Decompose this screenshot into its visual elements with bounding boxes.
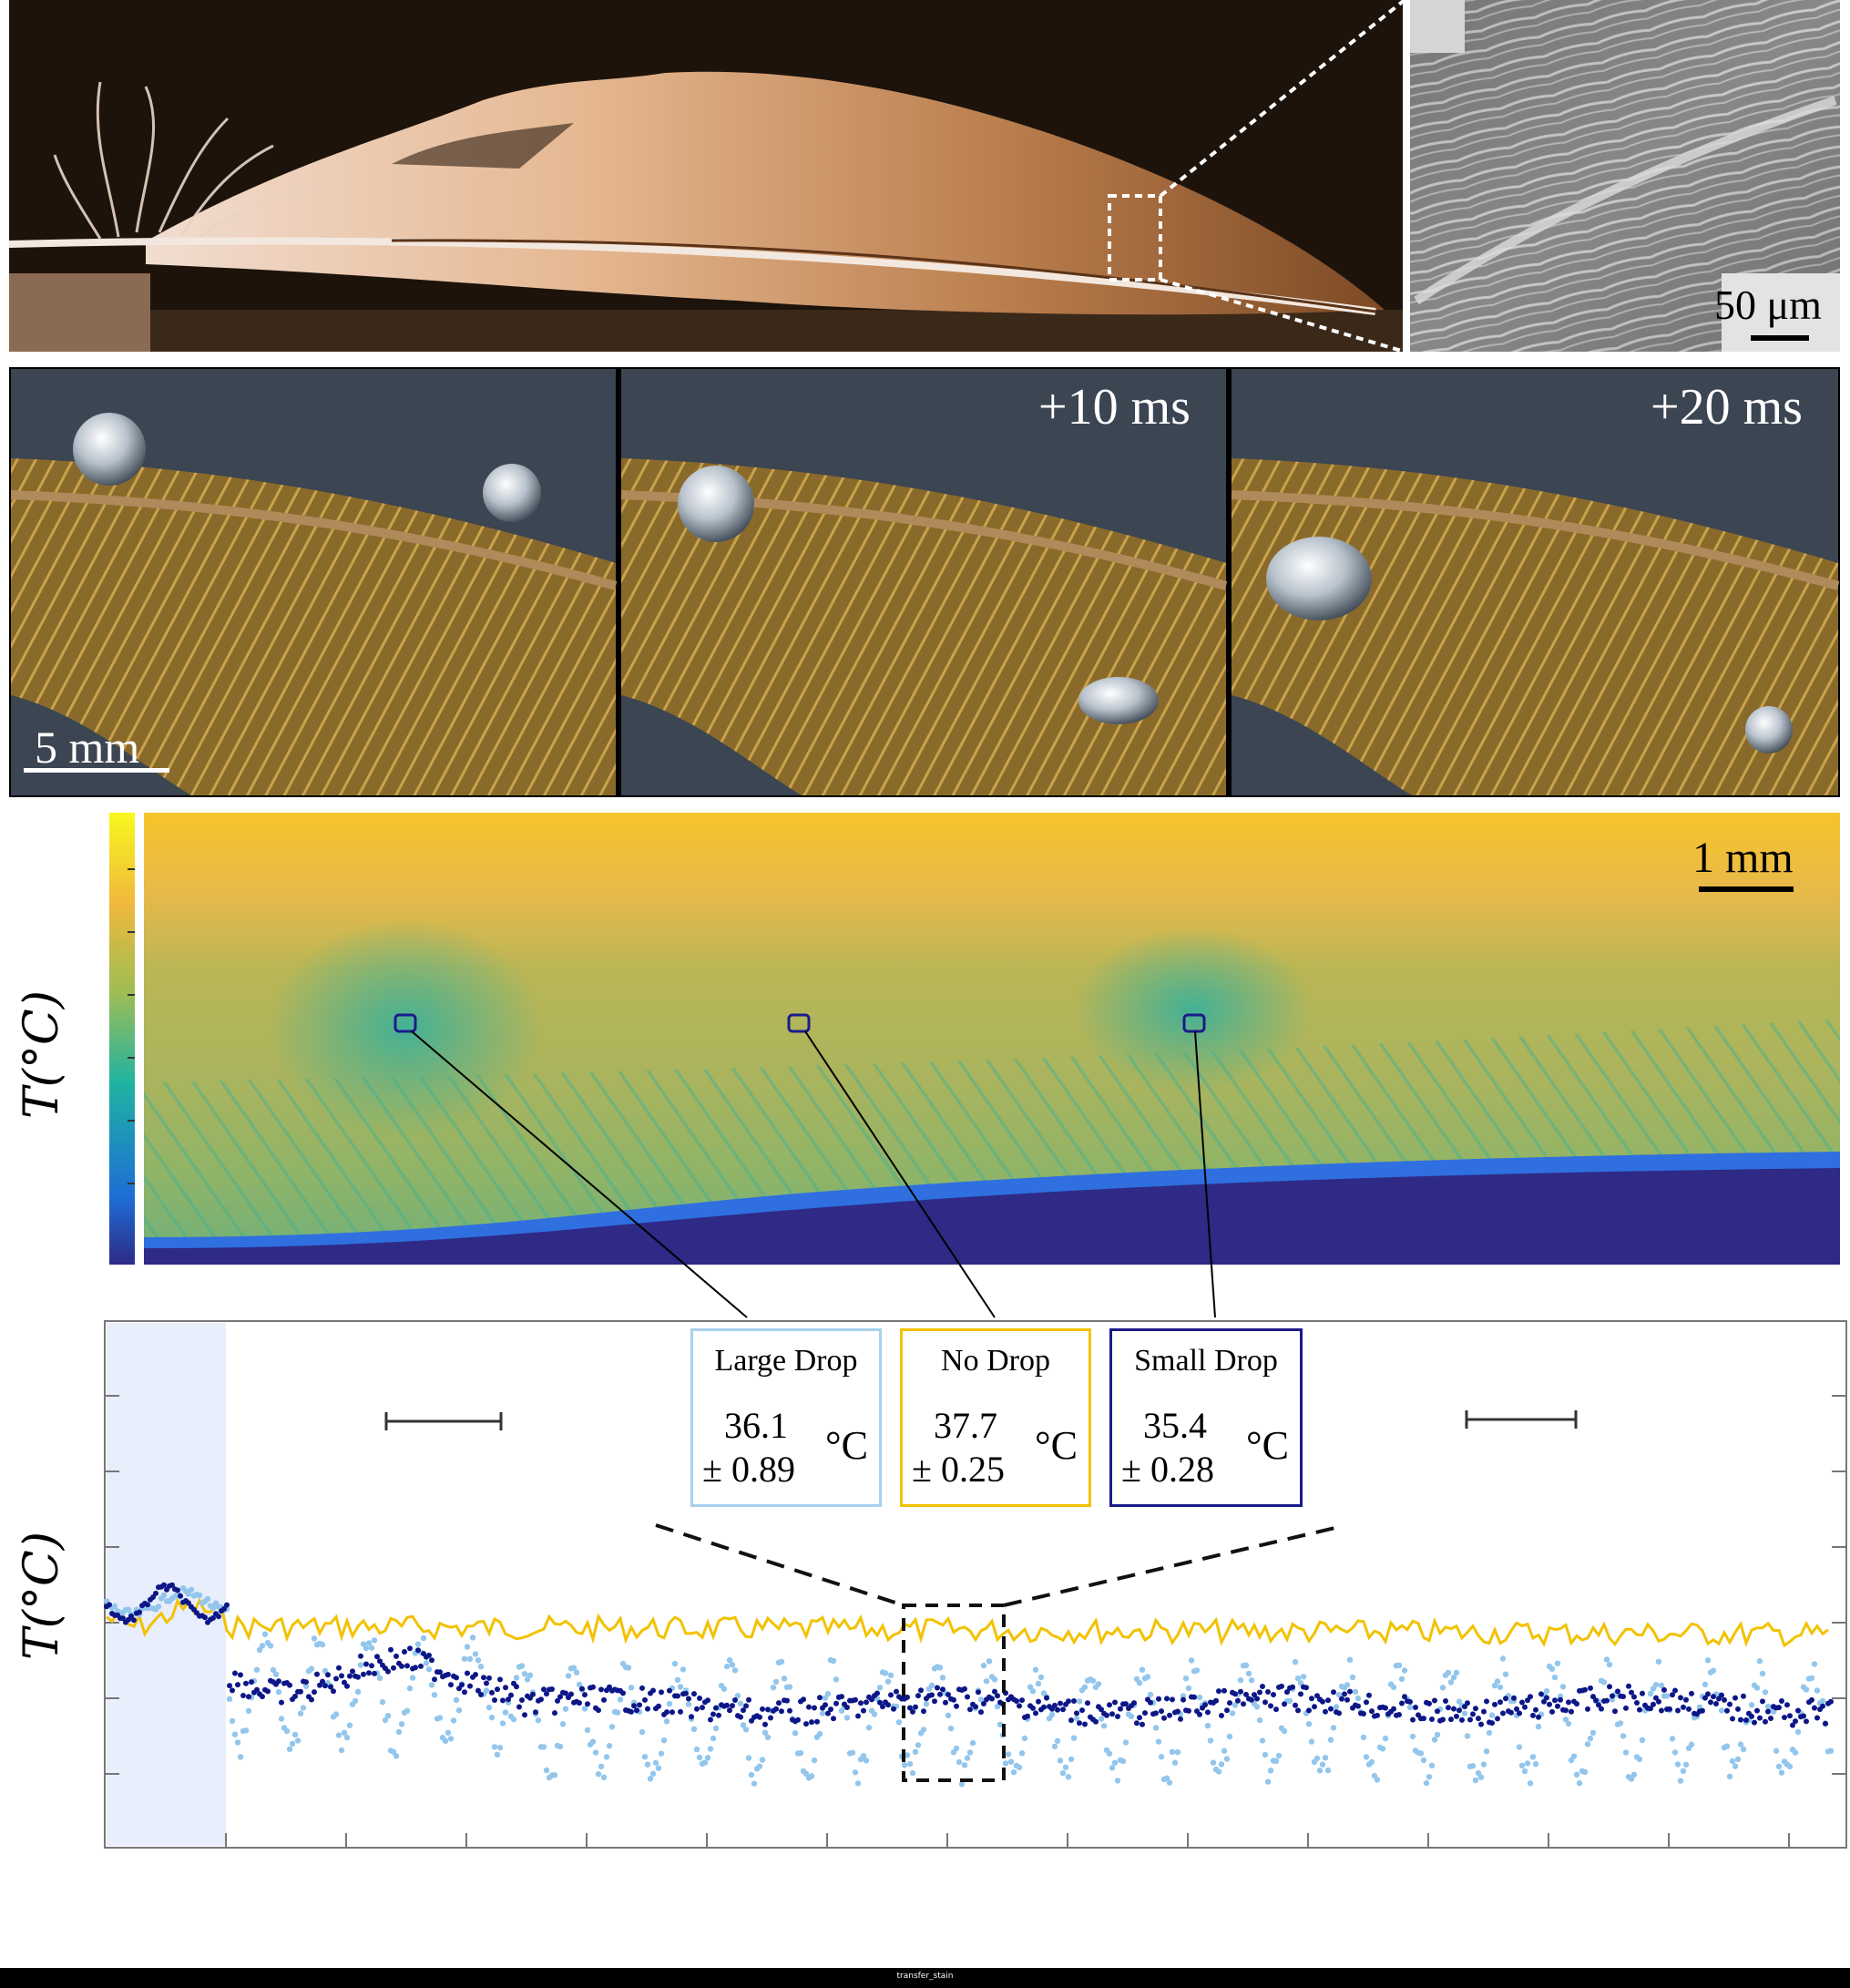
legend-large-drop: Large Drop 36.1 ± 0.89 °C <box>690 1328 882 1507</box>
panel-a: 50 μm <box>9 0 1840 352</box>
legend-large-drop-title: Large Drop <box>714 1344 858 1378</box>
probe-large-drop <box>394 1013 417 1033</box>
frame-2-time-label: +10 ms <box>1038 379 1191 436</box>
series-no-drop <box>106 1597 1829 1648</box>
colorbar <box>109 813 135 1265</box>
legend-large-drop-mean: 36.1 <box>724 1405 788 1446</box>
sem-scale-label: 50 μm <box>1714 282 1822 328</box>
probe-small-drop <box>1182 1013 1206 1033</box>
small-drop <box>1078 677 1159 724</box>
probe-no-drop <box>787 1013 811 1033</box>
legend-small-drop-error: ± 0.28 <box>1121 1449 1214 1490</box>
zoom-box <box>902 1604 1006 1782</box>
footer-text: transfer_stain <box>896 1972 954 1981</box>
legend-small-drop-title: Small Drop <box>1134 1344 1278 1378</box>
panel-b: 5 mm +10 ms +20 ms <box>9 367 1840 797</box>
legend-large-drop-unit: °C <box>825 1423 868 1468</box>
impact-scale-label: 5 mm <box>35 722 140 773</box>
legend-no-drop-title: No Drop <box>941 1344 1050 1378</box>
thermal-scale-label: 1 mm <box>1692 834 1794 882</box>
frame-3-time-label: +20 ms <box>1651 379 1803 436</box>
legend-small-drop: Small Drop 35.4 ± 0.28 °C <box>1109 1328 1303 1507</box>
feather-photo <box>9 0 1840 352</box>
panel-c: 1 mm T(°C) <box>0 809 1850 1265</box>
frame-1 <box>10 369 618 795</box>
thermal-image <box>109 813 1840 1265</box>
small-drop <box>483 464 541 522</box>
panel-d: T(°C) Large Drop 36.1 ± 0.89 °C No Drop … <box>0 1312 1850 1859</box>
footer-bar <box>0 1968 1850 1988</box>
legend-small-drop-mean: 35.4 <box>1143 1405 1207 1446</box>
legend-no-drop: No Drop 37.7 ± 0.25 °C <box>900 1328 1091 1507</box>
series-small-drop <box>104 1582 1834 1728</box>
frame-2 <box>620 369 1228 795</box>
legend-no-drop-mean: 37.7 <box>934 1405 997 1446</box>
large-drop <box>1266 537 1372 620</box>
frame-3 <box>1231 369 1840 795</box>
legend-no-drop-error: ± 0.25 <box>912 1449 1005 1490</box>
large-drop <box>73 413 146 486</box>
legend-small-drop-unit: °C <box>1246 1423 1289 1468</box>
impact-frames <box>9 367 1840 797</box>
legend-no-drop-unit: °C <box>1035 1423 1078 1468</box>
colorbar-label: T(°C) <box>15 989 69 1119</box>
sem-image <box>1410 0 1840 352</box>
small-drop <box>1745 706 1793 753</box>
legend-large-drop-error: ± 0.89 <box>702 1449 795 1490</box>
period-bars <box>384 1410 1578 1430</box>
large-drop <box>678 466 754 542</box>
